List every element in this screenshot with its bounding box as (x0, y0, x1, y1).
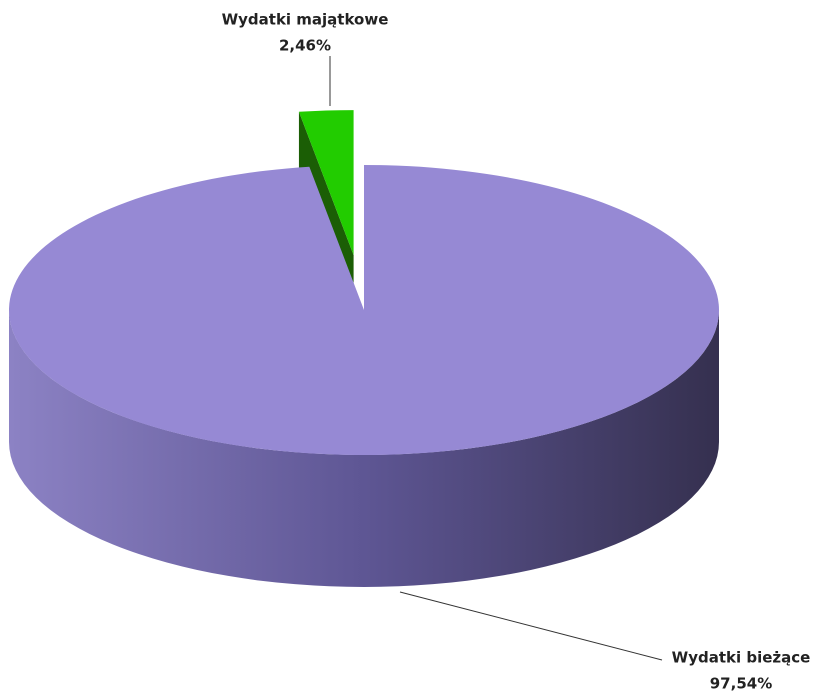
leader-line (399, 591, 663, 661)
slice-value-label: 97,54% (710, 675, 772, 693)
slice (9, 165, 720, 455)
slice (298, 110, 354, 256)
slice-label: Wydatki bieżące (672, 649, 811, 667)
slice-value-label: 2,46% (279, 37, 331, 55)
slice-side (9, 310, 719, 587)
slice-label: Wydatki majątkowe (222, 11, 389, 29)
